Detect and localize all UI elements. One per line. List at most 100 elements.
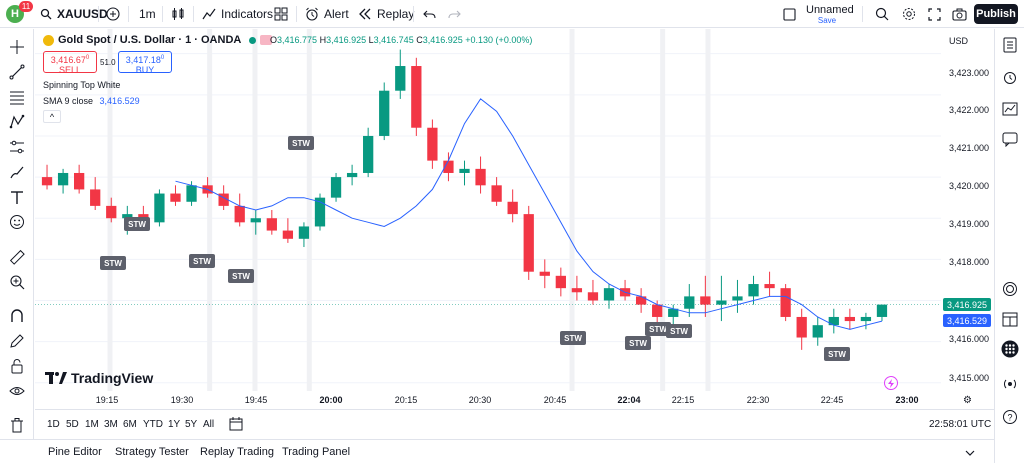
candle-body xyxy=(491,185,502,202)
collapse-legend-button[interactable]: ^ xyxy=(43,110,61,123)
price-tick: 3,423.000 xyxy=(949,68,990,78)
time-axis[interactable]: 19:15 19:30 19:45 20:00 20:15 20:30 20:4… xyxy=(35,391,941,409)
buy-button[interactable]: 3,417.180 BUY xyxy=(118,51,172,75)
indicators-button[interactable]: Indicators xyxy=(202,4,273,24)
quick-search-button[interactable] xyxy=(875,4,889,24)
divider xyxy=(296,6,297,22)
divider xyxy=(862,6,863,22)
undo-button[interactable] xyxy=(423,4,436,24)
calendar-button[interactable] xyxy=(1000,309,1020,329)
range-1m[interactable]: 1M xyxy=(85,419,99,430)
chart-type-button[interactable] xyxy=(171,4,185,24)
symbol-search-button[interactable]: XAUUSD xyxy=(40,4,108,24)
indicator-spinning-top[interactable]: Spinning Top White xyxy=(43,80,121,90)
pattern-marker[interactable]: STW xyxy=(625,336,651,350)
tab-strategy-tester[interactable]: Strategy Tester xyxy=(115,446,189,458)
indicator-sma[interactable]: SMA 9 close 3,416.529 xyxy=(43,96,140,106)
interval-button[interactable]: 1m xyxy=(139,7,156,21)
range-5y[interactable]: 5Y xyxy=(185,419,198,430)
watchlist-button[interactable] xyxy=(1000,35,1020,55)
pattern-marker[interactable]: STW xyxy=(666,324,692,338)
candle-body xyxy=(603,288,615,301)
pattern-marker[interactable]: STW xyxy=(124,217,150,231)
currency-label[interactable]: USD xyxy=(949,36,969,46)
collapse-panel-button[interactable] xyxy=(964,446,976,464)
layout-menu-button[interactable] xyxy=(783,4,796,24)
smiley-icon xyxy=(10,215,24,229)
range-1y[interactable]: 1Y xyxy=(168,419,181,430)
chat-icon xyxy=(1002,132,1018,147)
brush-tool[interactable] xyxy=(7,162,27,182)
fast-update-icon[interactable] xyxy=(884,376,898,390)
candle-body xyxy=(330,177,342,198)
trend-line-tool[interactable] xyxy=(7,62,27,82)
measure-tool[interactable] xyxy=(7,247,27,267)
help-button[interactable]: ? xyxy=(1000,407,1020,427)
symbol-description: Gold Spot / U.S. Dollar · 1 · OANDA xyxy=(58,34,242,46)
candle-body xyxy=(732,296,743,301)
zoom-tool[interactable] xyxy=(7,272,27,292)
snapshot-button[interactable] xyxy=(952,4,967,24)
settings-button[interactable] xyxy=(902,4,916,24)
ideas-stream-button[interactable] xyxy=(1000,279,1020,299)
layout-name[interactable]: Unnamed Save xyxy=(806,4,854,25)
tradingview-logo[interactable]: TradingView xyxy=(45,370,153,386)
range-6m[interactable]: 6M xyxy=(123,419,137,430)
ideas-button[interactable] xyxy=(1000,99,1020,119)
pattern-marker[interactable]: STW xyxy=(228,269,254,283)
apps-button[interactable] xyxy=(1000,339,1020,359)
text-tool[interactable] xyxy=(7,187,27,207)
candle-body xyxy=(523,214,534,272)
rewind-icon xyxy=(359,8,371,20)
pattern-marker[interactable]: STW xyxy=(824,347,850,361)
tab-trading-panel[interactable]: Trading Panel xyxy=(282,446,351,458)
square-icon xyxy=(783,7,796,21)
range-all[interactable]: All xyxy=(203,419,215,430)
lock-drawing-tool[interactable] xyxy=(7,331,27,351)
fullscreen-button[interactable] xyxy=(928,4,941,24)
range-1d[interactable]: 1D xyxy=(47,419,60,430)
replay-button[interactable]: Replay xyxy=(358,4,414,24)
symbol-legend[interactable]: Gold Spot / U.S. Dollar · 1 · OANDA xyxy=(43,34,273,46)
redo-button[interactable] xyxy=(448,4,461,24)
go-to-date-button[interactable] xyxy=(229,417,243,436)
candle-body xyxy=(363,135,374,173)
compare-button[interactable] xyxy=(106,4,120,24)
fib-tool[interactable] xyxy=(7,87,27,107)
visibility-tool[interactable] xyxy=(7,381,27,401)
clock-display[interactable]: 22:58:01 UTC xyxy=(929,419,992,430)
range-5d[interactable]: 5D xyxy=(66,419,79,430)
pattern-marker[interactable]: STW xyxy=(645,322,671,336)
notifications-button[interactable] xyxy=(1000,374,1020,394)
tab-replay-trading[interactable]: Replay Trading xyxy=(200,446,274,458)
alerts-button[interactable] xyxy=(1000,67,1020,87)
session-band xyxy=(306,29,312,391)
crosshair-icon xyxy=(10,40,24,54)
save-link[interactable]: Save xyxy=(817,16,837,25)
magnet-tool[interactable] xyxy=(7,306,27,326)
prediction-tool[interactable] xyxy=(7,137,27,157)
time-tick: 20:00 xyxy=(319,395,343,405)
chat-button[interactable] xyxy=(1000,129,1020,149)
tab-pine-editor[interactable]: Pine Editor xyxy=(48,446,102,458)
sell-button[interactable]: 3,416.670 SELL xyxy=(43,51,97,75)
price-axis[interactable]: USD 3,423.000 3,422.000 3,421.000 3,420.… xyxy=(941,29,993,409)
lock-tool[interactable] xyxy=(7,356,27,376)
alert-button[interactable]: Alert xyxy=(305,4,349,24)
pattern-marker[interactable]: STW xyxy=(288,136,314,150)
pattern-marker[interactable]: STW xyxy=(189,254,215,268)
remove-drawings-tool[interactable] xyxy=(7,415,27,435)
lightning-icon xyxy=(888,378,894,388)
lock-icon xyxy=(11,359,23,374)
layouts-button[interactable] xyxy=(274,4,288,24)
range-ytd[interactable]: YTD xyxy=(143,419,163,430)
pattern-marker[interactable]: STW xyxy=(560,331,586,345)
price-chart[interactable] xyxy=(35,29,941,391)
range-3m[interactable]: 3M xyxy=(104,419,118,430)
emoji-tool[interactable] xyxy=(7,212,27,232)
publish-button[interactable]: Publish xyxy=(974,4,1018,24)
axis-settings-icon[interactable]: ⚙ xyxy=(963,395,972,406)
pattern-tool[interactable] xyxy=(7,112,27,132)
pattern-marker[interactable]: STW xyxy=(100,256,126,270)
crosshair-tool[interactable] xyxy=(7,37,27,57)
